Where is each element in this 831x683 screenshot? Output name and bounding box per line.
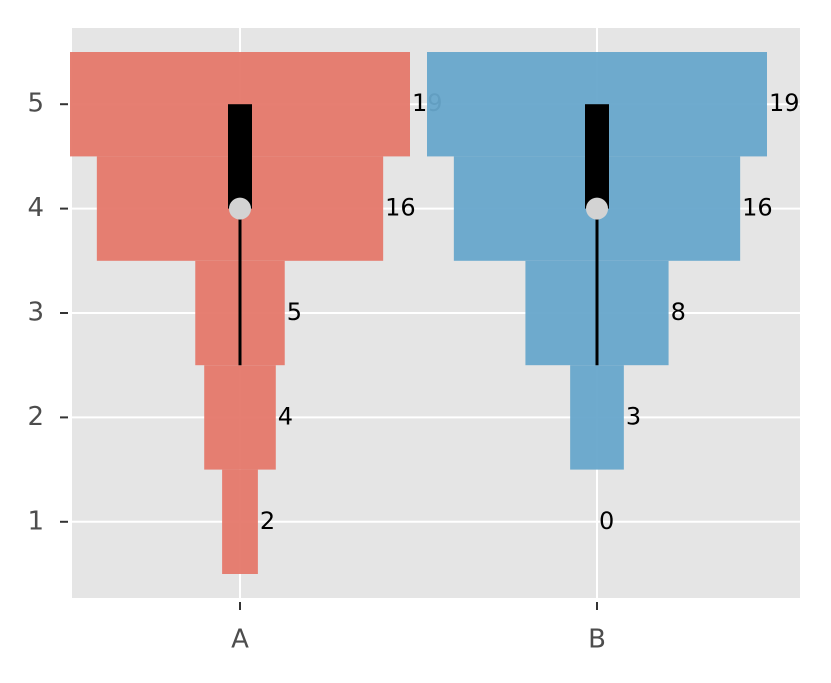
x-tick-label: A (231, 625, 249, 655)
value-label: 4 (278, 402, 293, 430)
x-tick-label: B (588, 625, 606, 655)
value-label: 5 (287, 298, 302, 326)
y-tick-label: 3 (27, 298, 44, 328)
median-point (229, 197, 251, 220)
y-tick-label: 4 (27, 193, 44, 223)
value-label: 16 (385, 194, 416, 222)
iqr-box (585, 104, 609, 209)
bar (570, 365, 624, 470)
median-point (586, 197, 608, 220)
value-label: 19 (769, 89, 800, 117)
bar (222, 469, 258, 574)
iqr-box (228, 104, 252, 209)
value-label: 3 (626, 402, 641, 430)
y-tick-label: 5 (27, 89, 44, 119)
y-tick-label: 1 (27, 506, 44, 536)
value-label: 16 (742, 194, 773, 222)
value-label: 0 (599, 507, 614, 535)
y-tick-label: 2 (27, 402, 44, 432)
value-label: 8 (671, 298, 686, 326)
bar (204, 365, 276, 470)
value-label: 2 (260, 507, 275, 535)
